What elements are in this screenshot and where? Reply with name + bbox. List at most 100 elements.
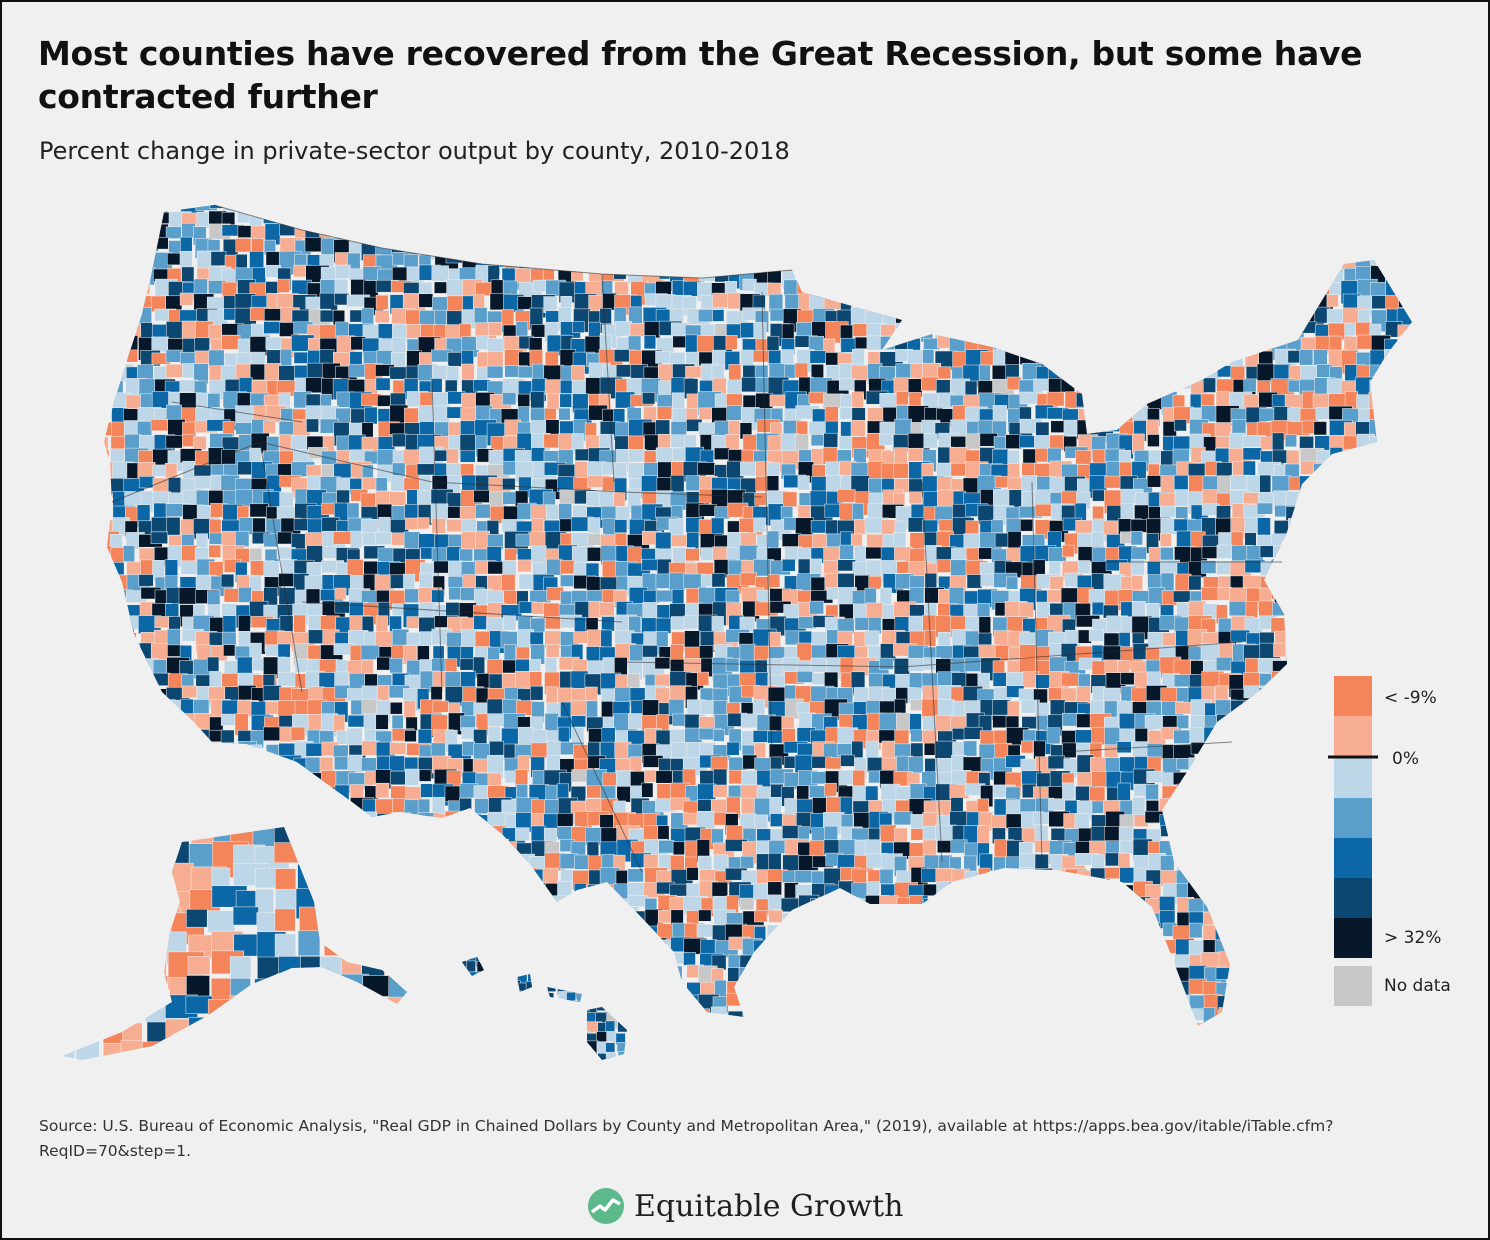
- county-tile: [1130, 531, 1143, 546]
- county-tile: [965, 882, 984, 902]
- county-tile: [824, 279, 839, 298]
- county-tile: [1019, 226, 1033, 240]
- county-tile: [168, 785, 185, 803]
- county-tile: [1260, 237, 1282, 257]
- county-tile: [1398, 853, 1412, 877]
- county-tile: [1215, 782, 1235, 800]
- county-tile: [433, 560, 451, 574]
- county-tile: [404, 224, 422, 241]
- county-tile: [1117, 352, 1138, 376]
- county-tile: [1398, 421, 1412, 444]
- county-tile: [656, 252, 681, 273]
- county-tile: [1242, 239, 1255, 261]
- county-tile: [825, 924, 842, 939]
- county-tile: [1172, 590, 1193, 603]
- county-tile: [1400, 209, 1412, 226]
- county-tile: [840, 754, 855, 767]
- county-tile: [1188, 338, 1211, 360]
- county-tile: [1214, 685, 1229, 702]
- county-tile: [671, 212, 685, 230]
- county-tile: [503, 841, 518, 866]
- county-tile: [1092, 348, 1116, 373]
- county-tile: [1229, 841, 1249, 855]
- county-tile: [390, 882, 409, 898]
- county-tile: [880, 252, 905, 276]
- county-tile: [895, 786, 912, 801]
- county-tile: [475, 882, 491, 903]
- county-tile: [390, 785, 408, 799]
- county-tile: [137, 897, 154, 922]
- county-tile: [546, 392, 560, 410]
- county-tile: [1231, 882, 1244, 906]
- county-tile: [655, 281, 672, 295]
- county-tile: [333, 881, 350, 900]
- county-tile: [753, 237, 776, 254]
- county-tile: [1036, 251, 1052, 275]
- county-tile: [166, 321, 185, 339]
- county-tile: [1414, 825, 1437, 837]
- county-tile: [1034, 293, 1049, 316]
- county-tile: [1386, 250, 1399, 268]
- county-tile: [895, 391, 909, 406]
- county-tile: [360, 224, 381, 241]
- county-tile: [347, 869, 365, 882]
- county-tile: [1398, 644, 1412, 661]
- county-tile: [1159, 533, 1172, 547]
- county-tile: [1203, 267, 1220, 290]
- county-tile: [306, 418, 319, 433]
- county-tile: [879, 657, 894, 670]
- county-tile: [1357, 475, 1380, 493]
- county-tile: [810, 909, 823, 929]
- county-tile: [1382, 884, 1404, 904]
- county-tile: [1162, 211, 1186, 229]
- county-tile: [836, 208, 850, 232]
- county-tile: [628, 713, 643, 730]
- county-tile: [489, 224, 514, 246]
- county-tile: [615, 253, 640, 268]
- county-tile: [1130, 351, 1154, 372]
- county-tile: [515, 646, 530, 660]
- county-tile: [104, 743, 115, 761]
- county-tile: [1188, 575, 1202, 591]
- county-tile: [1274, 268, 1288, 282]
- county-tile: [181, 810, 197, 826]
- county-tile: [361, 757, 377, 772]
- county-tile: [1243, 378, 1257, 392]
- county-tile: [993, 911, 1011, 934]
- county-tile: [305, 797, 322, 817]
- county-tile: [907, 517, 924, 533]
- county-tile: [895, 308, 908, 331]
- county-tile: [1386, 506, 1406, 529]
- county-tile: [1075, 268, 1091, 284]
- county-tile: [221, 742, 245, 759]
- county-tile: [938, 224, 953, 246]
- county-tile: [110, 797, 125, 821]
- county-tile: [1300, 783, 1323, 805]
- county-tile: [277, 531, 293, 545]
- county-tile: [104, 699, 122, 713]
- county-tile: [1004, 349, 1020, 367]
- county-tile: [1187, 800, 1212, 820]
- county-tile: [683, 211, 699, 231]
- county-tile: [112, 254, 126, 267]
- county-tile: [963, 912, 976, 925]
- county-tile: [558, 407, 571, 421]
- county-tile: [125, 658, 139, 682]
- county-tile: [571, 238, 595, 259]
- county-tile: [473, 489, 490, 503]
- county-tile: [644, 769, 658, 783]
- county-tile: [1415, 535, 1436, 553]
- county-tile: [447, 909, 461, 922]
- county-tile: [1034, 882, 1053, 900]
- county-tile: [1022, 205, 1046, 209]
- county-tile: [1285, 912, 1304, 936]
- county-tile: [1244, 786, 1269, 810]
- county-tile: [1313, 629, 1339, 651]
- county-tile: [207, 799, 221, 814]
- county-tile: [1344, 644, 1359, 660]
- county-tile: [1062, 240, 1076, 253]
- county-tile: [378, 842, 402, 865]
- county-tile: [1203, 377, 1216, 393]
- county-tile: [1132, 324, 1154, 343]
